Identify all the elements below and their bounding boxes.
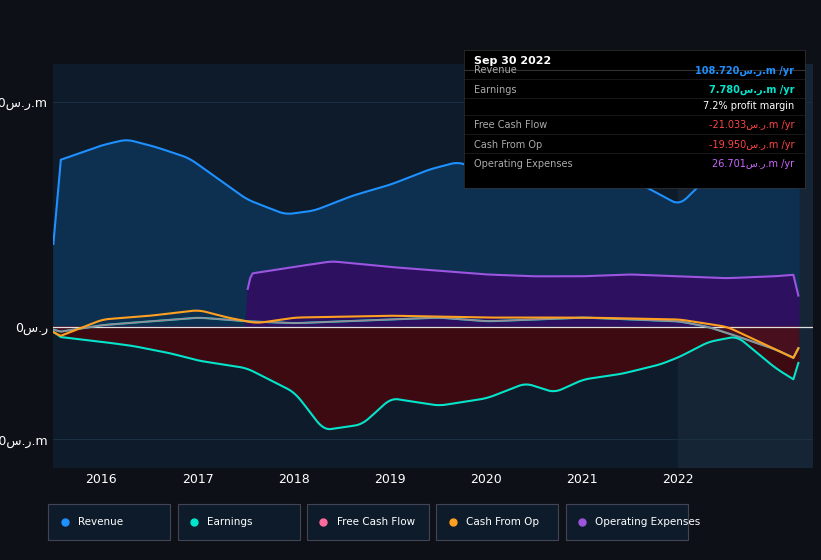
Text: -19.950س.ر.m /yr: -19.950س.ر.m /yr bbox=[709, 139, 795, 150]
Text: Operating Expenses: Operating Expenses bbox=[474, 159, 573, 169]
FancyBboxPatch shape bbox=[48, 504, 171, 540]
Text: Sep 30 2022: Sep 30 2022 bbox=[474, 56, 552, 66]
Text: Revenue: Revenue bbox=[474, 66, 517, 76]
Text: 7.2% profit margin: 7.2% profit margin bbox=[703, 101, 795, 111]
FancyBboxPatch shape bbox=[437, 504, 558, 540]
Text: Earnings: Earnings bbox=[474, 85, 516, 95]
Text: 26.701س.ر.m /yr: 26.701س.ر.m /yr bbox=[713, 159, 795, 169]
Text: Operating Expenses: Operating Expenses bbox=[595, 517, 700, 527]
Text: Free Cash Flow: Free Cash Flow bbox=[337, 517, 415, 527]
Text: Free Cash Flow: Free Cash Flow bbox=[474, 120, 548, 130]
Text: Earnings: Earnings bbox=[208, 517, 253, 527]
Bar bbox=[678, 64, 813, 468]
Text: -21.033س.ر.m /yr: -21.033س.ر.m /yr bbox=[709, 120, 795, 130]
Text: Revenue: Revenue bbox=[78, 517, 123, 527]
FancyBboxPatch shape bbox=[566, 504, 688, 540]
Text: Cash From Op: Cash From Op bbox=[466, 517, 539, 527]
Text: 7.780س.ر.m /yr: 7.780س.ر.m /yr bbox=[709, 85, 795, 95]
FancyBboxPatch shape bbox=[307, 504, 429, 540]
Text: Cash From Op: Cash From Op bbox=[474, 139, 543, 150]
Text: 108.720س.ر.m /yr: 108.720س.ر.m /yr bbox=[695, 66, 795, 76]
FancyBboxPatch shape bbox=[178, 504, 300, 540]
